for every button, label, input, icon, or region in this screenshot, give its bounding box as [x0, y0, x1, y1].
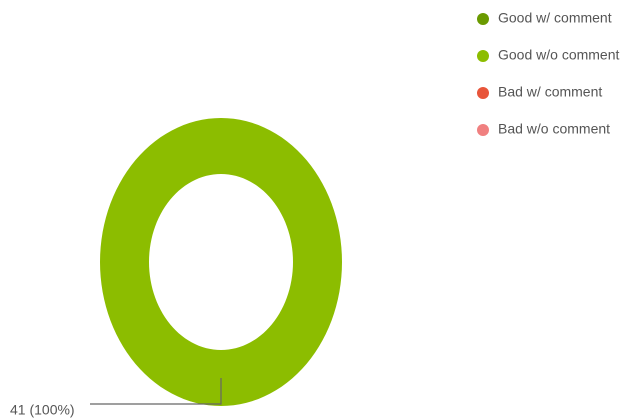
- legend-swatch: [477, 124, 489, 136]
- legend-swatch: [477, 87, 489, 99]
- legend-swatch: [477, 50, 489, 62]
- leader-line: [90, 378, 222, 405]
- data-label: 41 (100%): [10, 402, 75, 418]
- legend-swatch: [477, 13, 489, 25]
- legend-label: Good w/o comment: [498, 47, 619, 63]
- donut-segment: [100, 118, 342, 406]
- legend-label: Bad w/ comment: [498, 84, 602, 100]
- legend-label: Good w/ comment: [498, 10, 612, 26]
- legend-label: Bad w/o comment: [498, 121, 610, 137]
